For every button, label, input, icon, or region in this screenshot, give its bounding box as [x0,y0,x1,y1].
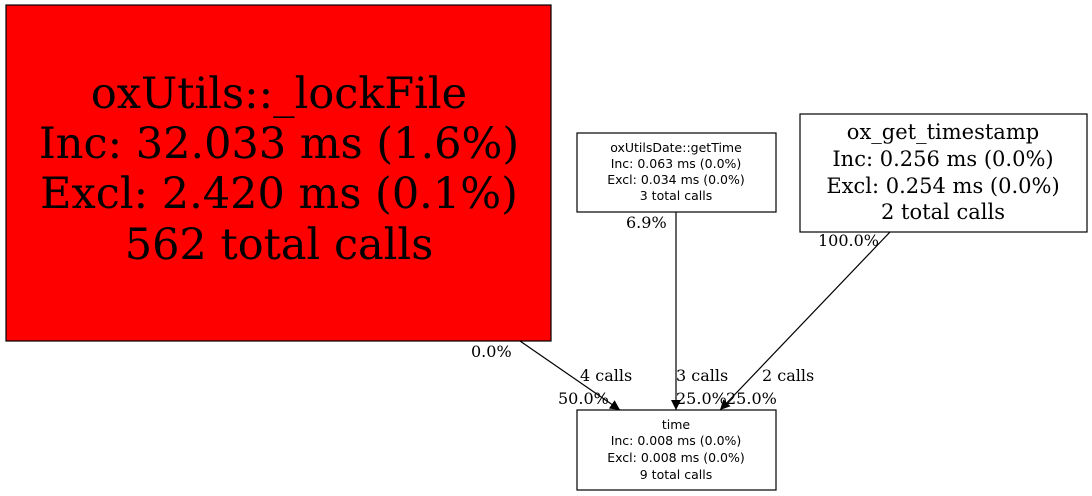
node-calls: 562 total calls [125,220,434,270]
node-exclusive: Excl: 0.008 ms (0.0%) [607,450,745,465]
node-ox-get-timestamp[interactable]: ox_get_timestamp Inc: 0.256 ms (0.0%) Ex… [799,113,1088,233]
edge-call-count: 4 calls [580,366,632,385]
edge-tail-percent: 0.0% [471,342,512,361]
node-inclusive: Inc: 0.256 ms (0.0%) [832,147,1053,171]
node-inclusive: Inc: 32.033 ms (1.6%) [39,119,519,169]
node-box [5,4,552,342]
node-calls: 2 total calls [881,200,1005,224]
node-name: ox_get_timestamp [847,120,1039,144]
edge-call-count: 3 calls [676,366,728,385]
node-box [576,409,777,491]
edge-lockfile-to-time: 0.0% 4 calls 50.0% [471,340,632,411]
edge-tail-percent: 6.9% [626,213,667,232]
edge-tail-percent: 100.0% [818,231,879,250]
node-inclusive: Inc: 0.008 ms (0.0%) [611,433,742,448]
node-exclusive: Excl: 0.254 ms (0.0%) [826,174,1059,198]
node-oxutilsdate-gettime[interactable]: oxUtilsDate::getTime Inc: 0.063 ms (0.0%… [576,132,777,213]
edge-head-percent: 25.0% [726,389,777,408]
edge-call-count: 2 calls [762,366,814,385]
edge-timestamp-to-time: 100.0% 2 calls 25.0% [719,231,891,411]
node-time[interactable]: time Inc: 0.008 ms (0.0%) Excl: 0.008 ms… [576,409,777,491]
node-box [799,113,1088,233]
edge-gettime-to-time: 6.9% 3 calls 25.0% [626,212,728,410]
node-calls: 9 total calls [640,467,712,482]
node-inclusive: Inc: 0.063 ms (0.0%) [611,156,742,171]
node-name: oxUtilsDate::getTime [610,140,742,155]
edge-head-percent: 50.0% [558,389,609,408]
edge-line [719,231,891,411]
node-box [576,132,777,213]
node-oxutils-lockfile[interactable]: oxUtils::_lockFile Inc: 32.033 ms (1.6%)… [5,4,552,342]
node-name: oxUtils::_lockFile [91,69,467,119]
node-exclusive: Excl: 0.034 ms (0.0%) [607,172,745,187]
node-exclusive: Excl: 2.420 ms (0.1%) [40,169,518,219]
node-name: time [662,417,691,432]
edge-line [519,340,621,411]
edge-head-percent: 25.0% [676,389,727,408]
node-calls: 3 total calls [640,188,712,203]
